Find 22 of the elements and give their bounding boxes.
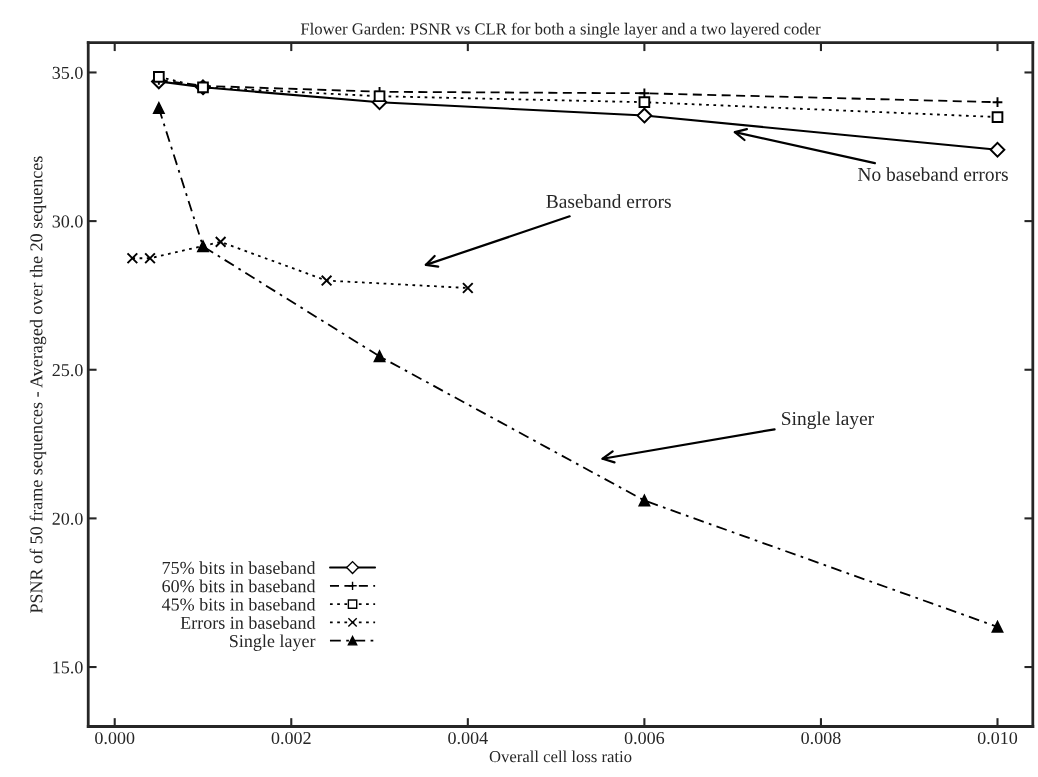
x-tick-label: 0.002 (271, 731, 311, 745)
x-tick-label: 0.008 (801, 731, 841, 745)
chart-title: Flower Garden: PSNR vs CLR for both a single layer and a two layered coder (300, 22, 821, 38)
legend-label: Errors in baseband (180, 616, 316, 629)
x-tick-label: 0.010 (977, 731, 1018, 745)
y-tick-label: 20.0 (52, 512, 83, 525)
x-tick-label: 0.006 (624, 731, 665, 745)
y-tick-label: 15.0 (53, 661, 83, 674)
legend-label: 60% bits in baseband (162, 579, 316, 593)
annotation: Baseband errors (546, 194, 671, 209)
annotation: Single layer (782, 411, 874, 430)
y-tick-label: 35.0 (52, 66, 83, 79)
y-tick-label: 25.0 (52, 364, 83, 377)
legend-label: 75% bits in baseband (162, 561, 316, 575)
x-tick-label: 0.004 (448, 731, 488, 745)
x-axis-title: Overall cell loss ratio (489, 750, 632, 763)
annotation: No baseband errors (857, 167, 1008, 181)
legend-label: Single layer (229, 634, 316, 651)
x-tick-label: 0.000 (95, 731, 135, 745)
legend-label: 45% bits in baseband (161, 597, 316, 611)
y-axis-title: PSNR of 50 frame sequences - Averaged over the 20 sequences (29, 156, 47, 614)
y-tick-label: 30.0 (52, 215, 83, 228)
